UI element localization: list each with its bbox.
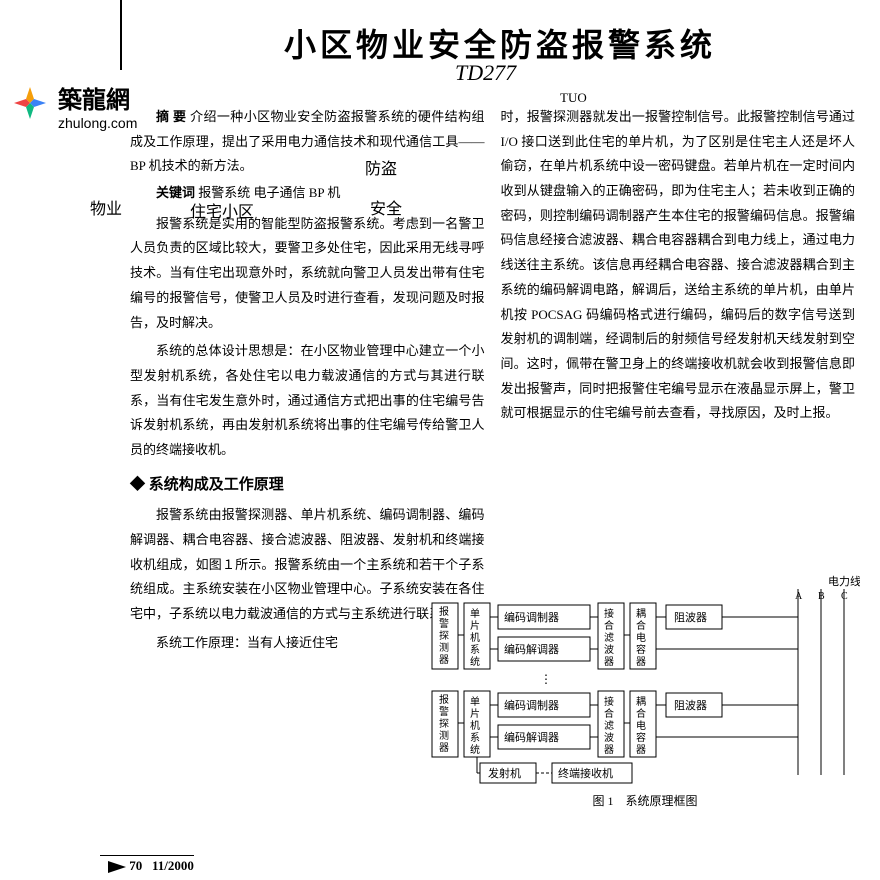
svg-text:片: 片 xyxy=(470,707,480,720)
svg-text:统: 统 xyxy=(470,743,480,756)
svg-text:接: 接 xyxy=(604,695,614,708)
svg-text:滤: 滤 xyxy=(604,631,614,644)
svg-text:报: 报 xyxy=(439,693,449,706)
keyword-text: 报警系统 电子通信 BP 机 xyxy=(198,185,340,200)
keyword-label: 关键词 xyxy=(156,185,195,200)
svg-text:合: 合 xyxy=(636,707,646,720)
logo-url: zhulong.com xyxy=(58,115,137,131)
system-diagram: 电力线 A B C 报 警 探 测 器 单 片 机 系 统 编码调制器 编码解调… xyxy=(430,575,860,809)
svg-text:编码调制器: 编码调制器 xyxy=(504,610,559,624)
svg-text:探: 探 xyxy=(439,717,449,730)
svg-text:警: 警 xyxy=(439,617,449,630)
svg-text:A: A xyxy=(795,591,803,602)
svg-text:统: 统 xyxy=(470,655,480,668)
svg-text:编码调制器: 编码调制器 xyxy=(504,698,559,712)
svg-text:波: 波 xyxy=(604,643,614,656)
svg-text:探: 探 xyxy=(439,629,449,642)
svg-text:合: 合 xyxy=(636,619,646,632)
svg-text:片: 片 xyxy=(470,619,480,632)
paragraph-1: 报警系统是实用的智能型防盗报警系统。考虑到一名警卫人员负责的区域比较大，要警卫多… xyxy=(130,212,485,335)
svg-text:电: 电 xyxy=(636,719,646,732)
logo-text-cn: 築龍網 xyxy=(58,80,137,115)
page-number: 70 xyxy=(129,858,142,873)
handwritten-left: 物业 xyxy=(90,195,122,219)
svg-text:器: 器 xyxy=(604,656,614,668)
col2-paragraph-1: 时，报警探测器就发出一报警控制信号。此报警控制信号通过 I/O 接口送到此住宅的… xyxy=(501,105,856,426)
logo-icon xyxy=(10,83,50,128)
svg-text:耦: 耦 xyxy=(636,608,646,620)
paragraph-2: 系统的总体设计思想是：在小区物业管理中心建立一个小型发射机系统，各处住宅以电力载… xyxy=(130,339,485,462)
svg-text:机: 机 xyxy=(470,631,480,644)
svg-text:阻波器: 阻波器 xyxy=(674,699,707,712)
svg-text:系: 系 xyxy=(470,644,480,656)
svg-text:测: 测 xyxy=(439,729,449,742)
svg-text:系: 系 xyxy=(470,732,480,744)
svg-text:阻波器: 阻波器 xyxy=(674,611,707,624)
svg-text:波: 波 xyxy=(604,731,614,744)
svg-text:耦: 耦 xyxy=(636,696,646,708)
left-column: 摘 要 介绍一种小区物业安全防盗报警系统的硬件结构组成及工作原理，提出了采用电力… xyxy=(130,105,485,655)
page-footer: 70 11/2000 xyxy=(100,855,194,874)
right-column: 时，报警探测器就发出一报警控制信号。此报警控制信号通过 I/O 接口送到此住宅的… xyxy=(501,105,856,655)
svg-text:单: 单 xyxy=(470,608,480,620)
svg-text:报: 报 xyxy=(439,605,449,618)
issue-number: 11/2000 xyxy=(152,858,194,873)
handwritten-tuo: TUO xyxy=(560,90,587,106)
svg-text:器: 器 xyxy=(439,742,449,754)
svg-text:警: 警 xyxy=(439,705,449,718)
svg-text:器: 器 xyxy=(604,744,614,756)
diagram-caption: 图 1 系统原理框图 xyxy=(430,792,860,809)
svg-text:器: 器 xyxy=(636,744,646,756)
body-columns: 摘 要 介绍一种小区物业安全防盗报警系统的硬件结构组成及工作原理，提出了采用电力… xyxy=(130,105,855,655)
svg-text:单: 单 xyxy=(470,696,480,708)
svg-text:测: 测 xyxy=(439,641,449,654)
site-logo: 築龍網 zhulong.com xyxy=(10,80,137,131)
left-margin-rule xyxy=(120,0,122,70)
svg-text:电: 电 xyxy=(636,631,646,644)
svg-text:容: 容 xyxy=(636,643,646,656)
svg-text:合: 合 xyxy=(604,619,614,632)
footer-triangle-icon xyxy=(108,861,126,873)
powerline-label: 电力线 xyxy=(828,575,860,588)
handwritten-code: TD277 xyxy=(455,60,516,86)
svg-text:编码解调器: 编码解调器 xyxy=(504,642,559,656)
svg-text:容: 容 xyxy=(636,731,646,744)
svg-text:编码解调器: 编码解调器 xyxy=(504,730,559,744)
svg-text:合: 合 xyxy=(604,707,614,720)
svg-text:接: 接 xyxy=(604,607,614,620)
section-header: ◆ 系统构成及工作原理 xyxy=(130,471,485,500)
svg-text:⋮: ⋮ xyxy=(540,672,552,686)
abstract-label: 摘 要 xyxy=(156,109,186,124)
svg-text:终端接收机: 终端接收机 xyxy=(558,766,613,780)
svg-text:滤: 滤 xyxy=(604,719,614,732)
svg-text:器: 器 xyxy=(439,654,449,666)
svg-text:发射机: 发射机 xyxy=(488,766,521,780)
svg-text:机: 机 xyxy=(470,719,480,732)
svg-text:器: 器 xyxy=(636,656,646,668)
